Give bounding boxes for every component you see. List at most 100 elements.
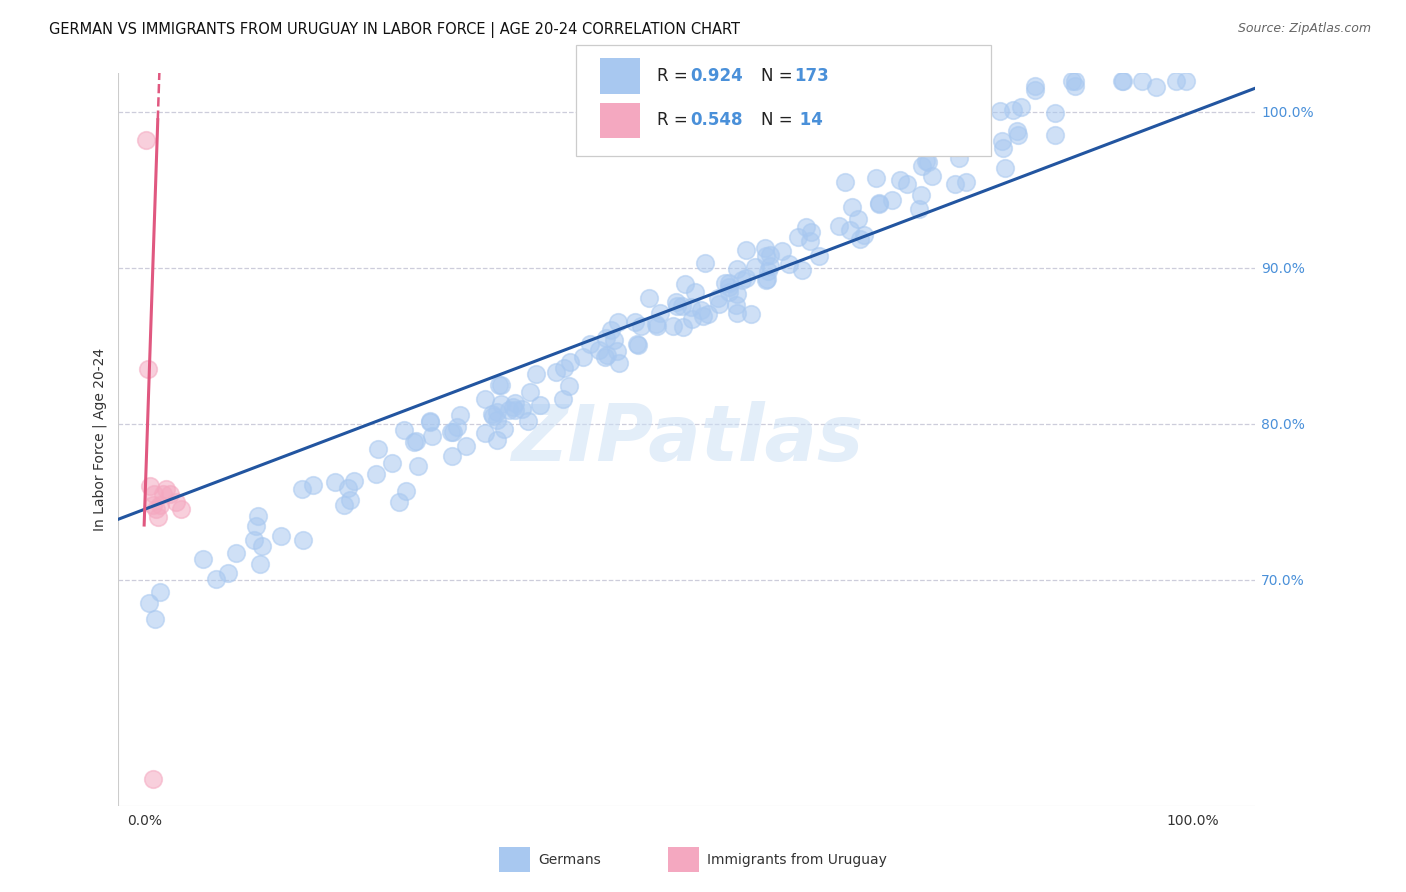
Point — [388, 495, 411, 509]
Point — [1064, 78, 1087, 93]
Point — [931, 138, 953, 153]
Point — [1062, 74, 1084, 88]
Point — [474, 425, 496, 440]
Text: GERMAN VS IMMIGRANTS FROM URUGUAY IN LABOR FORCE | AGE 20-24 CORRELATION CHART: GERMAN VS IMMIGRANTS FROM URUGUAY IN LAB… — [49, 22, 740, 38]
Point — [519, 384, 541, 399]
Point — [503, 396, 526, 410]
Point — [727, 287, 749, 301]
Point — [149, 498, 172, 512]
Point — [572, 351, 595, 365]
Point — [853, 227, 876, 242]
Point — [637, 291, 659, 305]
Point — [485, 433, 508, 447]
Point — [217, 566, 239, 580]
Point — [250, 539, 273, 553]
Text: Germans: Germans — [538, 853, 602, 867]
Point — [662, 318, 685, 333]
Point — [1005, 124, 1028, 138]
Point — [834, 175, 856, 189]
Point — [155, 482, 177, 496]
Point — [717, 280, 740, 294]
Point — [848, 232, 870, 246]
Point — [725, 305, 748, 319]
Point — [945, 140, 967, 154]
Point — [948, 151, 970, 165]
Point — [1175, 74, 1198, 88]
Point — [596, 348, 619, 362]
Point — [498, 402, 520, 417]
Point — [1024, 82, 1046, 96]
Point — [245, 519, 267, 533]
Point — [510, 401, 533, 416]
Point — [489, 378, 512, 392]
Point — [626, 336, 648, 351]
Point — [1144, 80, 1167, 95]
Point — [685, 285, 707, 299]
Text: 14: 14 — [794, 112, 824, 129]
Point — [1063, 74, 1085, 88]
Point — [607, 356, 630, 370]
Point — [595, 331, 617, 345]
Point — [880, 193, 903, 207]
Point — [665, 294, 688, 309]
Point — [141, 498, 163, 512]
Point — [800, 225, 823, 239]
Point — [908, 202, 931, 217]
Point — [648, 306, 671, 320]
Point — [921, 169, 943, 183]
Point — [606, 315, 628, 329]
Point — [868, 196, 890, 211]
Point — [441, 425, 464, 440]
Point — [270, 529, 292, 543]
Point — [707, 291, 730, 305]
Point — [841, 200, 863, 214]
Point — [1010, 99, 1032, 113]
Point — [420, 429, 443, 443]
Text: 173: 173 — [794, 67, 830, 85]
Point — [145, 502, 167, 516]
Point — [606, 344, 628, 359]
Point — [755, 273, 778, 287]
Point — [482, 409, 505, 423]
Point — [439, 425, 461, 439]
Point — [242, 533, 264, 547]
Point — [697, 307, 720, 321]
Text: ZIPatlas: ZIPatlas — [510, 401, 863, 477]
Point — [599, 323, 621, 337]
Point — [1043, 106, 1066, 120]
Point — [488, 378, 510, 392]
Point — [735, 243, 758, 257]
Point — [692, 310, 714, 324]
Point — [790, 263, 813, 277]
Point — [225, 546, 247, 560]
Point — [579, 337, 602, 351]
Point — [991, 134, 1014, 148]
Point — [731, 273, 754, 287]
Point — [718, 285, 741, 299]
Point — [756, 271, 779, 285]
Text: Source: ZipAtlas.com: Source: ZipAtlas.com — [1237, 22, 1371, 36]
Point — [1164, 74, 1187, 88]
Point — [868, 197, 890, 211]
Point — [152, 487, 174, 501]
Text: R =: R = — [657, 112, 693, 129]
Point — [588, 343, 610, 357]
Point — [718, 276, 741, 290]
Point — [962, 128, 984, 143]
Point — [759, 259, 782, 273]
Point — [517, 414, 540, 428]
Point — [419, 415, 441, 429]
Point — [910, 188, 932, 202]
Point — [485, 405, 508, 419]
Point — [1024, 78, 1046, 93]
Point — [681, 311, 703, 326]
Point — [744, 260, 766, 275]
Point — [967, 133, 990, 147]
Text: N =: N = — [761, 112, 797, 129]
Point — [1043, 128, 1066, 142]
Point — [446, 419, 468, 434]
Point — [138, 596, 160, 610]
Point — [966, 138, 988, 153]
Point — [141, 772, 163, 786]
Point — [339, 493, 361, 508]
